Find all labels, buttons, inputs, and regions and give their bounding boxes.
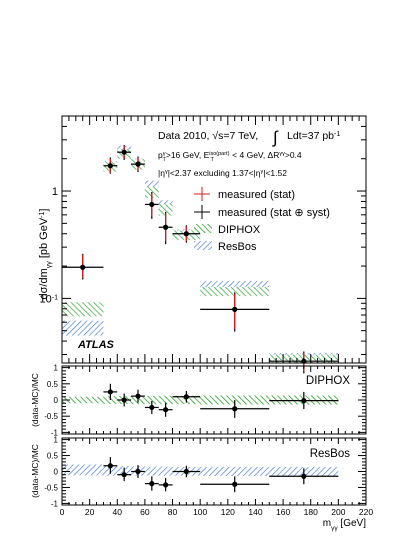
ratio-point	[107, 389, 113, 395]
svg-text:Ldt=37 pb-1: Ldt=37 pb-1	[287, 130, 340, 142]
ratio-panel-diphox: -1 -0.5 0 0.5 1 (data-MC)/MC DIPHOX	[30, 364, 367, 437]
y-tick-label: -1	[51, 499, 59, 508]
data-point	[183, 231, 189, 237]
legend-label: measured (stat ⊕ syst)	[218, 207, 330, 219]
header-lumi-label: Ldt=37 pb	[287, 130, 334, 142]
legend-label: DIPHOX	[218, 224, 261, 236]
x-tick-label: 40	[113, 507, 123, 517]
main-y-axis-label: dσ/dmγγ [pb GeV-1]	[38, 209, 53, 300]
legend-entry-diphox: DIPHOX	[194, 224, 261, 236]
integral-sign: ∫	[272, 128, 279, 147]
svg-text:Data 2010,√s=7 TeV,: Data 2010, √s=7 TeV,	[158, 130, 258, 142]
x-tick-label: 60	[140, 507, 150, 517]
y-tick-label: 0	[54, 468, 59, 477]
diphox-band	[200, 286, 270, 297]
ratio-point	[107, 463, 113, 469]
theory-uncertainty-band	[62, 396, 104, 404]
cross-section-panel: 10-1 1 dσ/dmγγ [pb GeV-1] Data 2010, √s=7 …	[38, 115, 367, 374]
ratio-point	[301, 473, 307, 479]
data-point	[80, 264, 86, 270]
data-point	[232, 306, 238, 312]
ratio-point	[121, 472, 127, 478]
y-tick-label: -0.5	[44, 483, 58, 492]
y-tick-label: 1	[52, 186, 58, 198]
y-tick-label: 0.5	[47, 452, 59, 461]
x-tick-label: 180	[304, 507, 318, 517]
resbos-band	[144, 180, 159, 192]
ratio2-y-axis-label: (data-MC)/MC	[30, 444, 40, 498]
data-point	[107, 163, 113, 169]
ratio-point	[183, 468, 189, 475]
legend-label: measured (stat)	[218, 189, 295, 201]
ratio-point	[149, 481, 155, 487]
y-tick-label: 1	[54, 364, 59, 373]
x-tick-label: 220	[359, 507, 373, 517]
y-tick-label: -0.5	[44, 412, 58, 421]
x-axis-label: mγγ [GeV]	[323, 518, 366, 532]
ratio-point	[183, 394, 189, 400]
theory-uncertainty-band	[62, 464, 104, 476]
theory-uncertainty-band	[200, 467, 270, 476]
legend-label: ResBos	[218, 241, 257, 253]
y-tick-label: 1	[54, 436, 59, 445]
atlas-label: ATLAS	[77, 339, 115, 351]
ratio1-model-label: DIPHOX	[306, 375, 350, 387]
ratio1-y-axis-label: (data-MC)/MC	[30, 373, 40, 427]
header-lumi-sup: -1	[334, 131, 340, 138]
header-data-label: Data 2010,	[158, 130, 209, 142]
theory-uncertainty-band	[144, 466, 159, 476]
data-point	[163, 224, 169, 230]
ratio-point	[163, 407, 169, 413]
y-tick-label: -1	[51, 428, 59, 437]
data-point	[135, 161, 141, 167]
ratio-point	[121, 397, 127, 403]
x-tick-label: 20	[85, 507, 95, 517]
diphox-band	[158, 203, 173, 216]
x-tick-label: 0	[60, 507, 65, 517]
y-tick-label: 0.5	[47, 380, 59, 389]
resbos-band	[200, 281, 270, 291]
ratio-point	[163, 482, 169, 488]
x-tick-label: 120	[221, 507, 235, 517]
resbos-band	[62, 320, 104, 336]
ratio-point	[301, 398, 307, 404]
ratio-point	[232, 406, 238, 412]
x-tick-label: 100	[193, 507, 207, 517]
theory-uncertainty-band	[158, 395, 173, 405]
ratio-panel-resbos: -1 -0.5 0 0.5 1 (data-MC)/MC ResBos	[30, 436, 367, 508]
x-tick-label: 160	[276, 507, 290, 517]
ratio-point	[135, 393, 141, 399]
y-tick-label: 10-1	[40, 293, 59, 305]
ratio-point	[232, 481, 238, 487]
header-line-2: pγ T>16 GeV, Eiso(part) T < 4 GeV, ΔRγγ>0.…	[158, 150, 302, 163]
legend-entry-measured-total: measured (stat ⊕ syst)	[194, 205, 330, 219]
header-energy-label: √s=7 TeV,	[212, 130, 258, 142]
x-tick-label: 200	[331, 507, 345, 517]
theory-uncertainty-band	[144, 395, 159, 405]
legend-entry-measured-stat: measured (stat)	[194, 187, 295, 201]
ratio-point	[135, 468, 141, 475]
y-tick-label: 0	[54, 396, 59, 405]
ratio2-model-label: ResBos	[310, 448, 351, 460]
theory-uncertainty-band	[158, 466, 173, 476]
x-tick-label: 140	[248, 507, 262, 517]
legend: measured (stat) measured (stat ⊕ syst) D…	[194, 187, 330, 253]
diphox-band	[62, 302, 104, 317]
legend-entry-resbos: ResBos	[194, 241, 257, 253]
header-line-3: |ηγ|<2.37 excluding 1.37<|ηγ|<1.52	[158, 168, 287, 178]
data-point	[149, 201, 155, 208]
ratio-point	[149, 404, 155, 411]
header-line-1: Data 2010, √s=7 TeV, ∫ Ldt=37 pb-1	[158, 128, 340, 147]
x-tick-label: 80	[168, 507, 178, 517]
data-point	[121, 149, 127, 155]
